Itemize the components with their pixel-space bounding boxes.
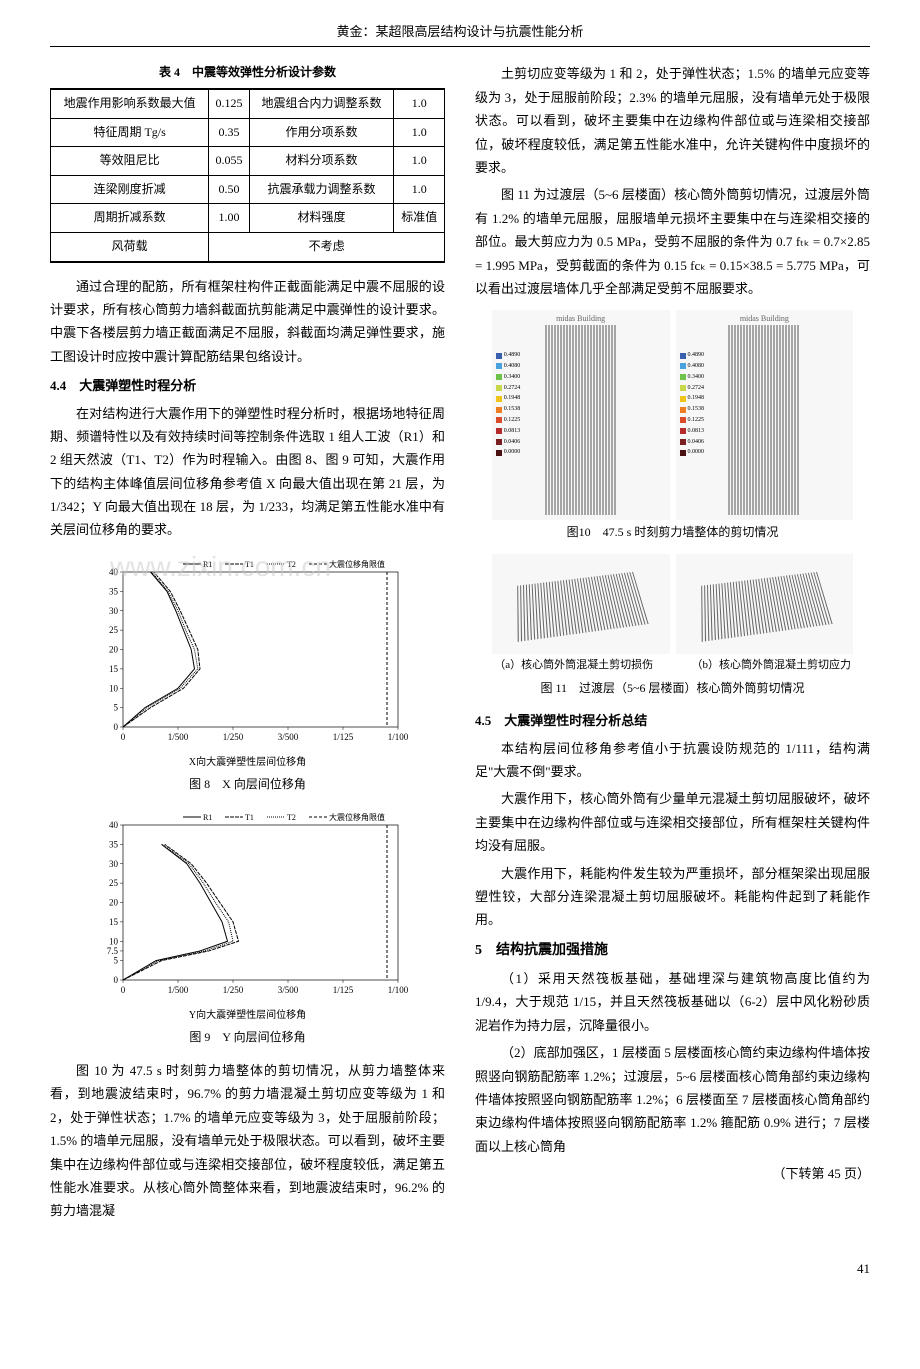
fig11-core-a <box>492 554 670 654</box>
svg-text:7.5: 7.5 <box>106 946 118 956</box>
right-p3: 本结构层间位移角参考值小于抗震设防规范的 1/111，结构满足"大震不倒"要求。 <box>475 737 870 784</box>
svg-text:大震位移角限值: 大震位移角限值 <box>329 559 385 569</box>
fig10-legend-b: 0.48900.40800.34000.27240.19480.15380.12… <box>680 350 708 450</box>
table4-caption: 表 4 中震等效弹性分析设计参数 <box>50 62 445 84</box>
svg-text:35: 35 <box>109 586 119 596</box>
svg-text:T2: T2 <box>287 560 296 569</box>
svg-text:30: 30 <box>109 606 119 616</box>
section-4-5-title: 4.5 大震弹塑性时程分析总结 <box>475 709 870 732</box>
svg-text:10: 10 <box>109 937 119 947</box>
svg-text:1/250: 1/250 <box>222 985 243 995</box>
svg-text:25: 25 <box>109 879 119 889</box>
svg-text:R1: R1 <box>203 560 212 569</box>
svg-text:20: 20 <box>109 644 119 654</box>
svg-text:1/500: 1/500 <box>167 985 188 995</box>
svg-text:20: 20 <box>109 898 119 908</box>
figure-8: 0 5 10 15 20 25 30 35 40 0 1/500 1/250 3/500 1/125 1/1… <box>50 552 445 796</box>
page-number: 41 <box>50 1257 870 1280</box>
fig8-xlabel: X向大震弹塑性层间位移角 <box>50 754 445 772</box>
svg-text:T1: T1 <box>245 560 254 569</box>
right-p2: 图 11 为过渡层（5~6 层楼面）核心筒外筒剪切情况，过渡层外筒有 1.2% … <box>475 183 870 300</box>
column-left: 表 4 中震等效弹性分析设计参数 地震作用影响系数最大值0.125地震组合内力调… <box>50 62 445 1226</box>
right-p7: （2）底部加强区，1 层楼面 5 层楼面核心筒约束边缘构件墙体按照竖向钢筋配筋率… <box>475 1041 870 1158</box>
fig11-sub-a: （a）核心筒外筒混凝土剪切损伤 <box>475 656 673 676</box>
figure-11: （a）核心筒外筒混凝土剪切损伤 （b）核心筒外筒混凝土剪切应力 图 11 过渡层… <box>475 554 870 699</box>
svg-text:40: 40 <box>109 820 119 830</box>
svg-text:R1: R1 <box>203 813 212 822</box>
svg-text:T2: T2 <box>287 813 296 822</box>
right-p6: （1）采用天然筏板基础，基础埋深与建筑物高度比值约为 1/9.4，大于规范 1/… <box>475 967 870 1037</box>
svg-text:1/100: 1/100 <box>387 732 407 742</box>
svg-text:0: 0 <box>113 722 118 732</box>
section-5-title: 5 结构抗震加强措施 <box>475 938 870 963</box>
svg-text:3/500: 3/500 <box>277 732 298 742</box>
left-p2: 在对结构进行大震作用下的弹塑性时程分析时，根据场地特征周期、频谱特性以及有效持续… <box>50 402 445 542</box>
svg-text:0: 0 <box>120 985 125 995</box>
page-header: 黄金：某超限高层结构设计与抗震性能分析 <box>50 20 870 47</box>
svg-text:10: 10 <box>109 683 119 693</box>
left-p1: 通过合理的配筋，所有框架柱构件正截面能满足中震不屈服的设计要求，所有核心筒剪力墙… <box>50 275 445 369</box>
svg-text:1/100: 1/100 <box>387 985 407 995</box>
svg-text:T1: T1 <box>245 813 254 822</box>
svg-text:大震位移角限值: 大震位移角限值 <box>329 812 385 822</box>
fig10-legend-a: 0.48900.40800.34000.27240.19480.15380.12… <box>496 350 524 450</box>
fig8-caption: 图 8 X 向层间位移角 <box>50 774 445 796</box>
fig10-tower-b: midas Building 0.48900.40800.34000.27240… <box>676 310 854 520</box>
fig9-xlabel: Y向大震弹塑性层间位移角 <box>50 1007 445 1025</box>
figure-10: midas Building 0.48900.40800.34000.27240… <box>475 310 870 544</box>
right-p5: 大震作用下，耗能构件发生较为严重损坏，部分框架梁出现屈服塑性铰，大部分连梁混凝土… <box>475 862 870 932</box>
svg-text:40: 40 <box>109 567 119 577</box>
fig9-caption: 图 9 Y 向层间位移角 <box>50 1027 445 1049</box>
continuation-note: （下转第 45 页） <box>475 1162 870 1185</box>
section-4-4-title: 4.4 大震弹塑性时程分析 <box>50 374 445 397</box>
fig11-caption: 图 11 过渡层（5~6 层楼面）核心筒外筒剪切情况 <box>475 678 870 700</box>
fig9-chart: 0 57.510 15 20 25 30 35 40 0 1/500 1/250 3/500 1/125… <box>88 805 408 1005</box>
svg-text:1/250: 1/250 <box>222 732 243 742</box>
two-column-layout: 表 4 中震等效弹性分析设计参数 地震作用影响系数最大值0.125地震组合内力调… <box>50 62 870 1226</box>
column-right: 土剪切应变等级为 1 和 2，处于弹性状态；1.5% 的墙单元应变等级为 3，处… <box>475 62 870 1226</box>
svg-text:15: 15 <box>109 664 119 674</box>
svg-text:1/125: 1/125 <box>332 985 353 995</box>
right-p1: 土剪切应变等级为 1 和 2，处于弹性状态；1.5% 的墙单元应变等级为 3，处… <box>475 62 870 179</box>
svg-text:0: 0 <box>113 975 118 985</box>
svg-text:0: 0 <box>120 732 125 742</box>
svg-text:5: 5 <box>113 956 118 966</box>
svg-text:15: 15 <box>109 917 119 927</box>
svg-text:1/125: 1/125 <box>332 732 353 742</box>
fig10-tower-a: midas Building 0.48900.40800.34000.27240… <box>492 310 670 520</box>
svg-text:35: 35 <box>109 840 119 850</box>
svg-text:1/500: 1/500 <box>167 732 188 742</box>
fig10-caption: 图10 47.5 s 时刻剪力墙整体的剪切情况 <box>475 522 870 544</box>
svg-text:3/500: 3/500 <box>277 985 298 995</box>
fig11-sub-b: （b）核心筒外筒混凝土剪切应力 <box>673 656 871 676</box>
svg-text:30: 30 <box>109 859 119 869</box>
right-p4: 大震作用下，核心筒外筒有少量单元混凝土剪切屈服破坏，破坏主要集中在边缘构件部位或… <box>475 787 870 857</box>
figure-9: 0 57.510 15 20 25 30 35 40 0 1/500 1/250 3/500 1/125… <box>50 805 445 1049</box>
left-p3: 图 10 为 47.5 s 时刻剪力墙整体的剪切情况，从剪力墙整体来看，到地震波… <box>50 1059 445 1223</box>
fig8-chart: 0 5 10 15 20 25 30 35 40 0 1/500 1/250 3/500 1/125 1/1… <box>88 552 408 752</box>
fig11-core-b <box>676 554 854 654</box>
table4: 地震作用影响系数最大值0.125地震组合内力调整系数1.0特征周期 Tg/s0.… <box>50 88 445 263</box>
svg-text:25: 25 <box>109 625 119 635</box>
svg-text:5: 5 <box>113 702 118 712</box>
